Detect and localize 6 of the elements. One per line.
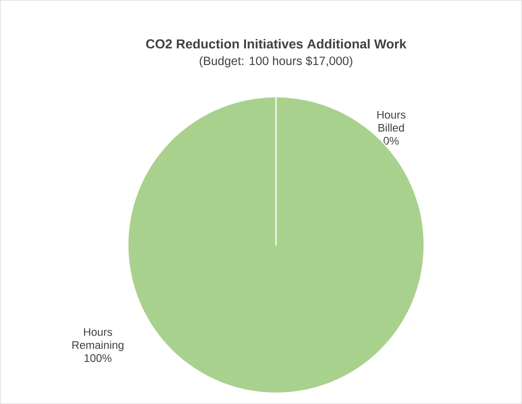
slice-label: Hours Remaining (72, 328, 124, 352)
category-label: Hours Billed (377, 111, 406, 132)
chart-title: CO2 Reduction Initiatives Additional Work (146, 39, 406, 49)
data-label: 100% (84, 354, 112, 362)
text: 0% (384, 136, 399, 145)
chart-subtitle: (Budget: 100 hours $17,000) (200, 56, 352, 68)
